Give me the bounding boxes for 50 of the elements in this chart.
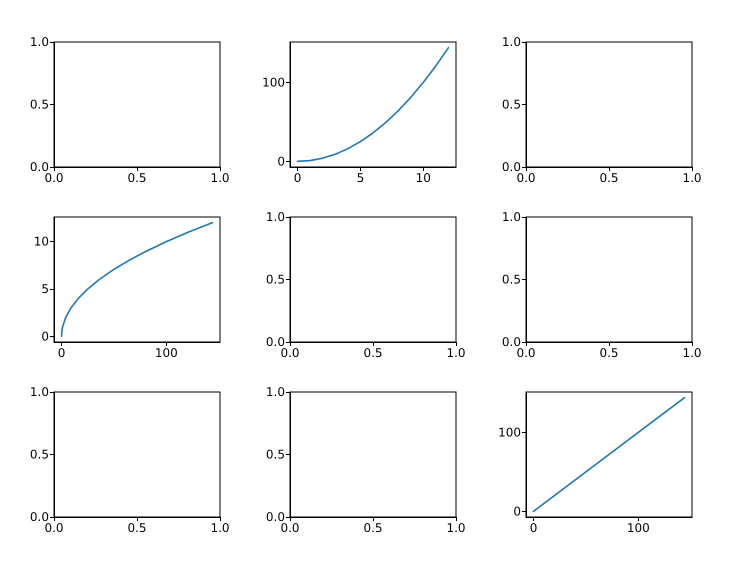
y-tick-label: 0.5 — [30, 98, 49, 112]
y-tick-label: 5 — [41, 282, 49, 296]
x-tick-label: 1.0 — [682, 171, 702, 185]
line-series — [60, 222, 214, 338]
x-tick-label: 0 — [294, 171, 302, 185]
x-tick-label: 1.0 — [210, 171, 230, 185]
y-tick-label: 1.0 — [266, 210, 285, 224]
y-tick-label: 1.0 — [30, 385, 49, 399]
y-tick-label: 1.0 — [30, 35, 49, 49]
x-tick-label: 0.5 — [363, 346, 383, 360]
x-tick-label: 0.0 — [280, 521, 300, 535]
y-tick-label: 100 — [262, 75, 285, 90]
x-tick-label: 0.0 — [516, 171, 536, 185]
x-tick-label: 100 — [154, 346, 178, 360]
x-tick-label: 10 — [416, 171, 431, 185]
y-tick-label: 0.0 — [502, 160, 521, 174]
x-tick-label: 0.5 — [599, 171, 619, 185]
y-tick-label: 0 — [277, 154, 285, 168]
x-tick-label: 0.5 — [127, 171, 147, 185]
y-tick-label: 0.0 — [30, 510, 49, 524]
y-tick-label: 0.5 — [502, 272, 521, 286]
y-tick-label: 0 — [513, 504, 521, 518]
x-tick-label: 5 — [356, 171, 364, 185]
y-tick-label: 0.0 — [266, 510, 285, 524]
y-tick-label: 1.0 — [502, 210, 521, 224]
y-tick-label: 10 — [34, 234, 49, 249]
x-tick-label: 0.5 — [363, 521, 383, 535]
y-tick-label: 0.5 — [266, 272, 285, 286]
y-tick-label: 100 — [498, 425, 521, 440]
x-tick-label: 1.0 — [446, 521, 466, 535]
x-tick-label: 0.0 — [280, 346, 300, 360]
y-tick-label: 0.5 — [30, 448, 49, 462]
x-tick-label: 0.5 — [127, 521, 147, 535]
x-tick-label: 0.0 — [516, 346, 536, 360]
y-tick-label: 0.0 — [30, 160, 49, 174]
x-tick-label: 1.0 — [682, 346, 702, 360]
y-tick-label: 1.0 — [266, 385, 285, 399]
y-tick-label: 0.5 — [266, 448, 285, 462]
x-tick-label: 100 — [626, 521, 650, 535]
x-tick-label: 1.0 — [210, 521, 230, 535]
y-tick-label: 0.5 — [502, 98, 521, 112]
y-tick-label: 0.0 — [266, 335, 285, 349]
x-tick-label: 1.0 — [446, 346, 466, 360]
y-tick-label: 1.0 — [502, 35, 521, 49]
y-tick-label: 0.0 — [502, 335, 521, 349]
y-tick-label: 0 — [41, 329, 49, 344]
x-tick-label: 0 — [530, 521, 538, 535]
x-tick-label: 0 — [58, 346, 66, 360]
x-tick-label: 0.5 — [599, 346, 619, 360]
line-series — [296, 46, 450, 162]
